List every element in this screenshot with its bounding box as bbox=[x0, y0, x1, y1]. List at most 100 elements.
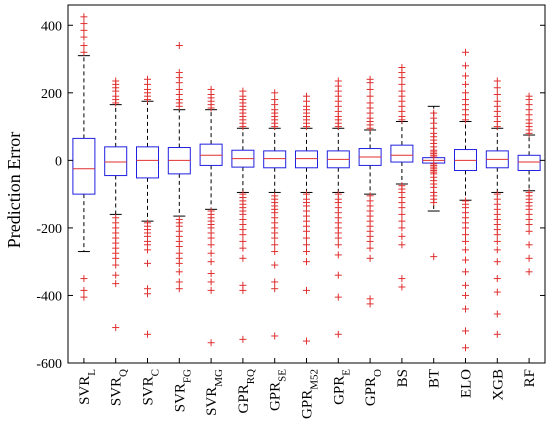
outlier-point bbox=[175, 85, 183, 93]
x-tick-label: GPRM52 bbox=[300, 369, 321, 419]
box-group bbox=[167, 42, 191, 293]
outlier-point bbox=[175, 259, 183, 267]
outlier-point bbox=[366, 300, 374, 308]
x-tick-label-main: ELO bbox=[459, 369, 475, 398]
outlier-point bbox=[525, 92, 533, 100]
outlier-point bbox=[462, 62, 469, 70]
x-tick-label-main: GPR bbox=[331, 376, 347, 405]
x-tick-label: SVRFG bbox=[172, 369, 193, 412]
outlier-point bbox=[80, 20, 88, 28]
x-tick-label: GPRE bbox=[331, 369, 352, 405]
outlier-point bbox=[239, 244, 247, 252]
x-tick-label-sub: E bbox=[340, 369, 352, 376]
outlier-point bbox=[462, 291, 469, 299]
outlier-point bbox=[271, 241, 279, 249]
y-tick-label: 0 bbox=[55, 154, 62, 169]
x-tick-label-main: BT bbox=[427, 369, 443, 388]
outlier-point bbox=[366, 75, 374, 83]
outlier-point bbox=[207, 258, 215, 266]
outlier-point bbox=[493, 258, 501, 266]
outlier-point bbox=[271, 332, 279, 340]
y-tick-label: -200 bbox=[36, 222, 62, 237]
outlier-point bbox=[462, 89, 469, 97]
outlier-point bbox=[112, 254, 120, 262]
outlier-point bbox=[207, 339, 215, 347]
outlier-point bbox=[144, 246, 151, 254]
outlier-point bbox=[80, 13, 88, 21]
outlier-point bbox=[303, 227, 310, 235]
box-group bbox=[358, 75, 382, 308]
outlier-point bbox=[398, 224, 406, 232]
outlier-point bbox=[366, 92, 374, 100]
x-tick-label-main: SVR bbox=[172, 383, 188, 412]
y-axis-label: Prediction Error bbox=[4, 132, 24, 248]
x-tick-label-main: RF bbox=[522, 369, 538, 387]
outlier-point bbox=[334, 234, 342, 242]
outlier-point bbox=[398, 80, 406, 88]
outlier-point bbox=[493, 97, 501, 105]
outlier-point bbox=[366, 85, 374, 93]
outlier-point bbox=[303, 241, 310, 249]
box bbox=[517, 154, 541, 171]
outlier-point bbox=[175, 285, 183, 293]
outlier-point bbox=[271, 89, 279, 97]
x-tick-label: RF bbox=[522, 369, 538, 387]
outlier-point bbox=[398, 241, 406, 249]
x-tick-label: GPRSE bbox=[268, 369, 289, 411]
outlier-point bbox=[334, 241, 342, 249]
outlier-point bbox=[398, 217, 406, 225]
plot-area bbox=[67, 4, 546, 364]
y-tick-label: -400 bbox=[36, 289, 62, 304]
box bbox=[295, 150, 318, 169]
x-tick-label: GPRRQ bbox=[236, 369, 257, 414]
x-tick-label: XGB bbox=[490, 369, 506, 401]
box bbox=[390, 144, 414, 163]
x-tick-label-sub: Q bbox=[118, 369, 130, 377]
box-group bbox=[390, 63, 414, 291]
x-tick-label: SVRC bbox=[141, 369, 162, 406]
y-tick-label: -600 bbox=[36, 357, 62, 372]
outlier-point bbox=[334, 251, 342, 259]
outlier-point bbox=[462, 305, 469, 313]
x-tick-label-main: SVR bbox=[77, 376, 93, 405]
outlier-point bbox=[493, 310, 501, 318]
outlier-point bbox=[271, 278, 279, 286]
box-group bbox=[72, 13, 96, 301]
box-group bbox=[326, 77, 350, 338]
outlier-point bbox=[334, 293, 342, 301]
outlier-point bbox=[366, 237, 374, 245]
outlier-point bbox=[493, 84, 501, 92]
outlier-point bbox=[207, 241, 215, 249]
outlier-point bbox=[239, 254, 247, 262]
x-tick-label-sub: MG bbox=[213, 369, 225, 387]
outlier-point bbox=[207, 234, 215, 242]
outlier-point bbox=[398, 63, 406, 71]
outlier-point bbox=[493, 237, 501, 245]
outlier-point bbox=[271, 96, 279, 104]
outlier-point bbox=[334, 271, 342, 279]
x-tick-label-sub: C bbox=[150, 369, 162, 376]
outlier-point bbox=[271, 261, 279, 269]
x-tick-label-main: XGB bbox=[490, 369, 506, 401]
outlier-point bbox=[207, 286, 215, 294]
outlier-point bbox=[334, 77, 342, 85]
outlier-point bbox=[207, 270, 215, 277]
outlier-point bbox=[430, 253, 438, 261]
x-tick-label-main: SVR bbox=[141, 376, 157, 405]
outlier-point bbox=[112, 280, 120, 288]
outlier-point bbox=[80, 286, 88, 294]
x-tick-label-sub: FG bbox=[181, 369, 193, 383]
box-group bbox=[263, 89, 287, 340]
outlier-point bbox=[112, 324, 120, 332]
x-tick-label-main: SVR bbox=[109, 377, 125, 406]
outlier-point bbox=[462, 268, 469, 276]
outlier-point bbox=[271, 248, 279, 256]
outlier-point bbox=[493, 330, 501, 338]
box bbox=[136, 146, 159, 179]
outlier-point bbox=[175, 268, 183, 276]
outlier-point bbox=[207, 85, 215, 93]
outlier-point bbox=[239, 237, 247, 245]
x-tick-label: GPRO bbox=[363, 369, 384, 406]
